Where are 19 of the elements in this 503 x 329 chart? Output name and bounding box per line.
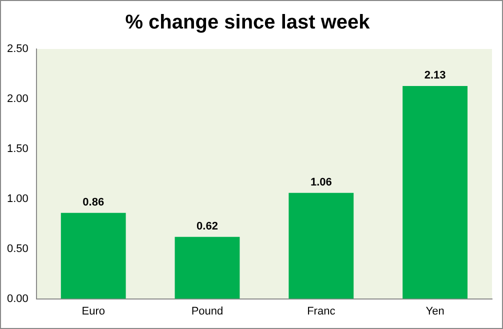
data-label: 2.13 (424, 70, 446, 82)
y-tick-label: 2.50 (6, 43, 28, 56)
y-tick-label: 1.00 (6, 192, 28, 205)
x-tick-label: Yen (426, 305, 444, 318)
bar (402, 86, 468, 299)
bar (288, 192, 354, 299)
data-label: 0.62 (196, 220, 218, 232)
x-tick-label: Franc (307, 305, 336, 318)
x-tick-label: Euro (82, 305, 105, 318)
y-tick-label: 0.50 (6, 242, 28, 255)
bar (174, 236, 240, 299)
data-label: 0.86 (82, 196, 104, 208)
x-tick-label: Pound (191, 305, 224, 318)
bar (60, 212, 126, 299)
y-tick-label: 0.00 (6, 292, 28, 305)
data-label: 1.06 (310, 176, 332, 188)
chart-title: % change since last week (125, 12, 371, 34)
y-tick-label: 2.00 (6, 92, 28, 105)
y-tick-label: 1.50 (6, 142, 28, 155)
